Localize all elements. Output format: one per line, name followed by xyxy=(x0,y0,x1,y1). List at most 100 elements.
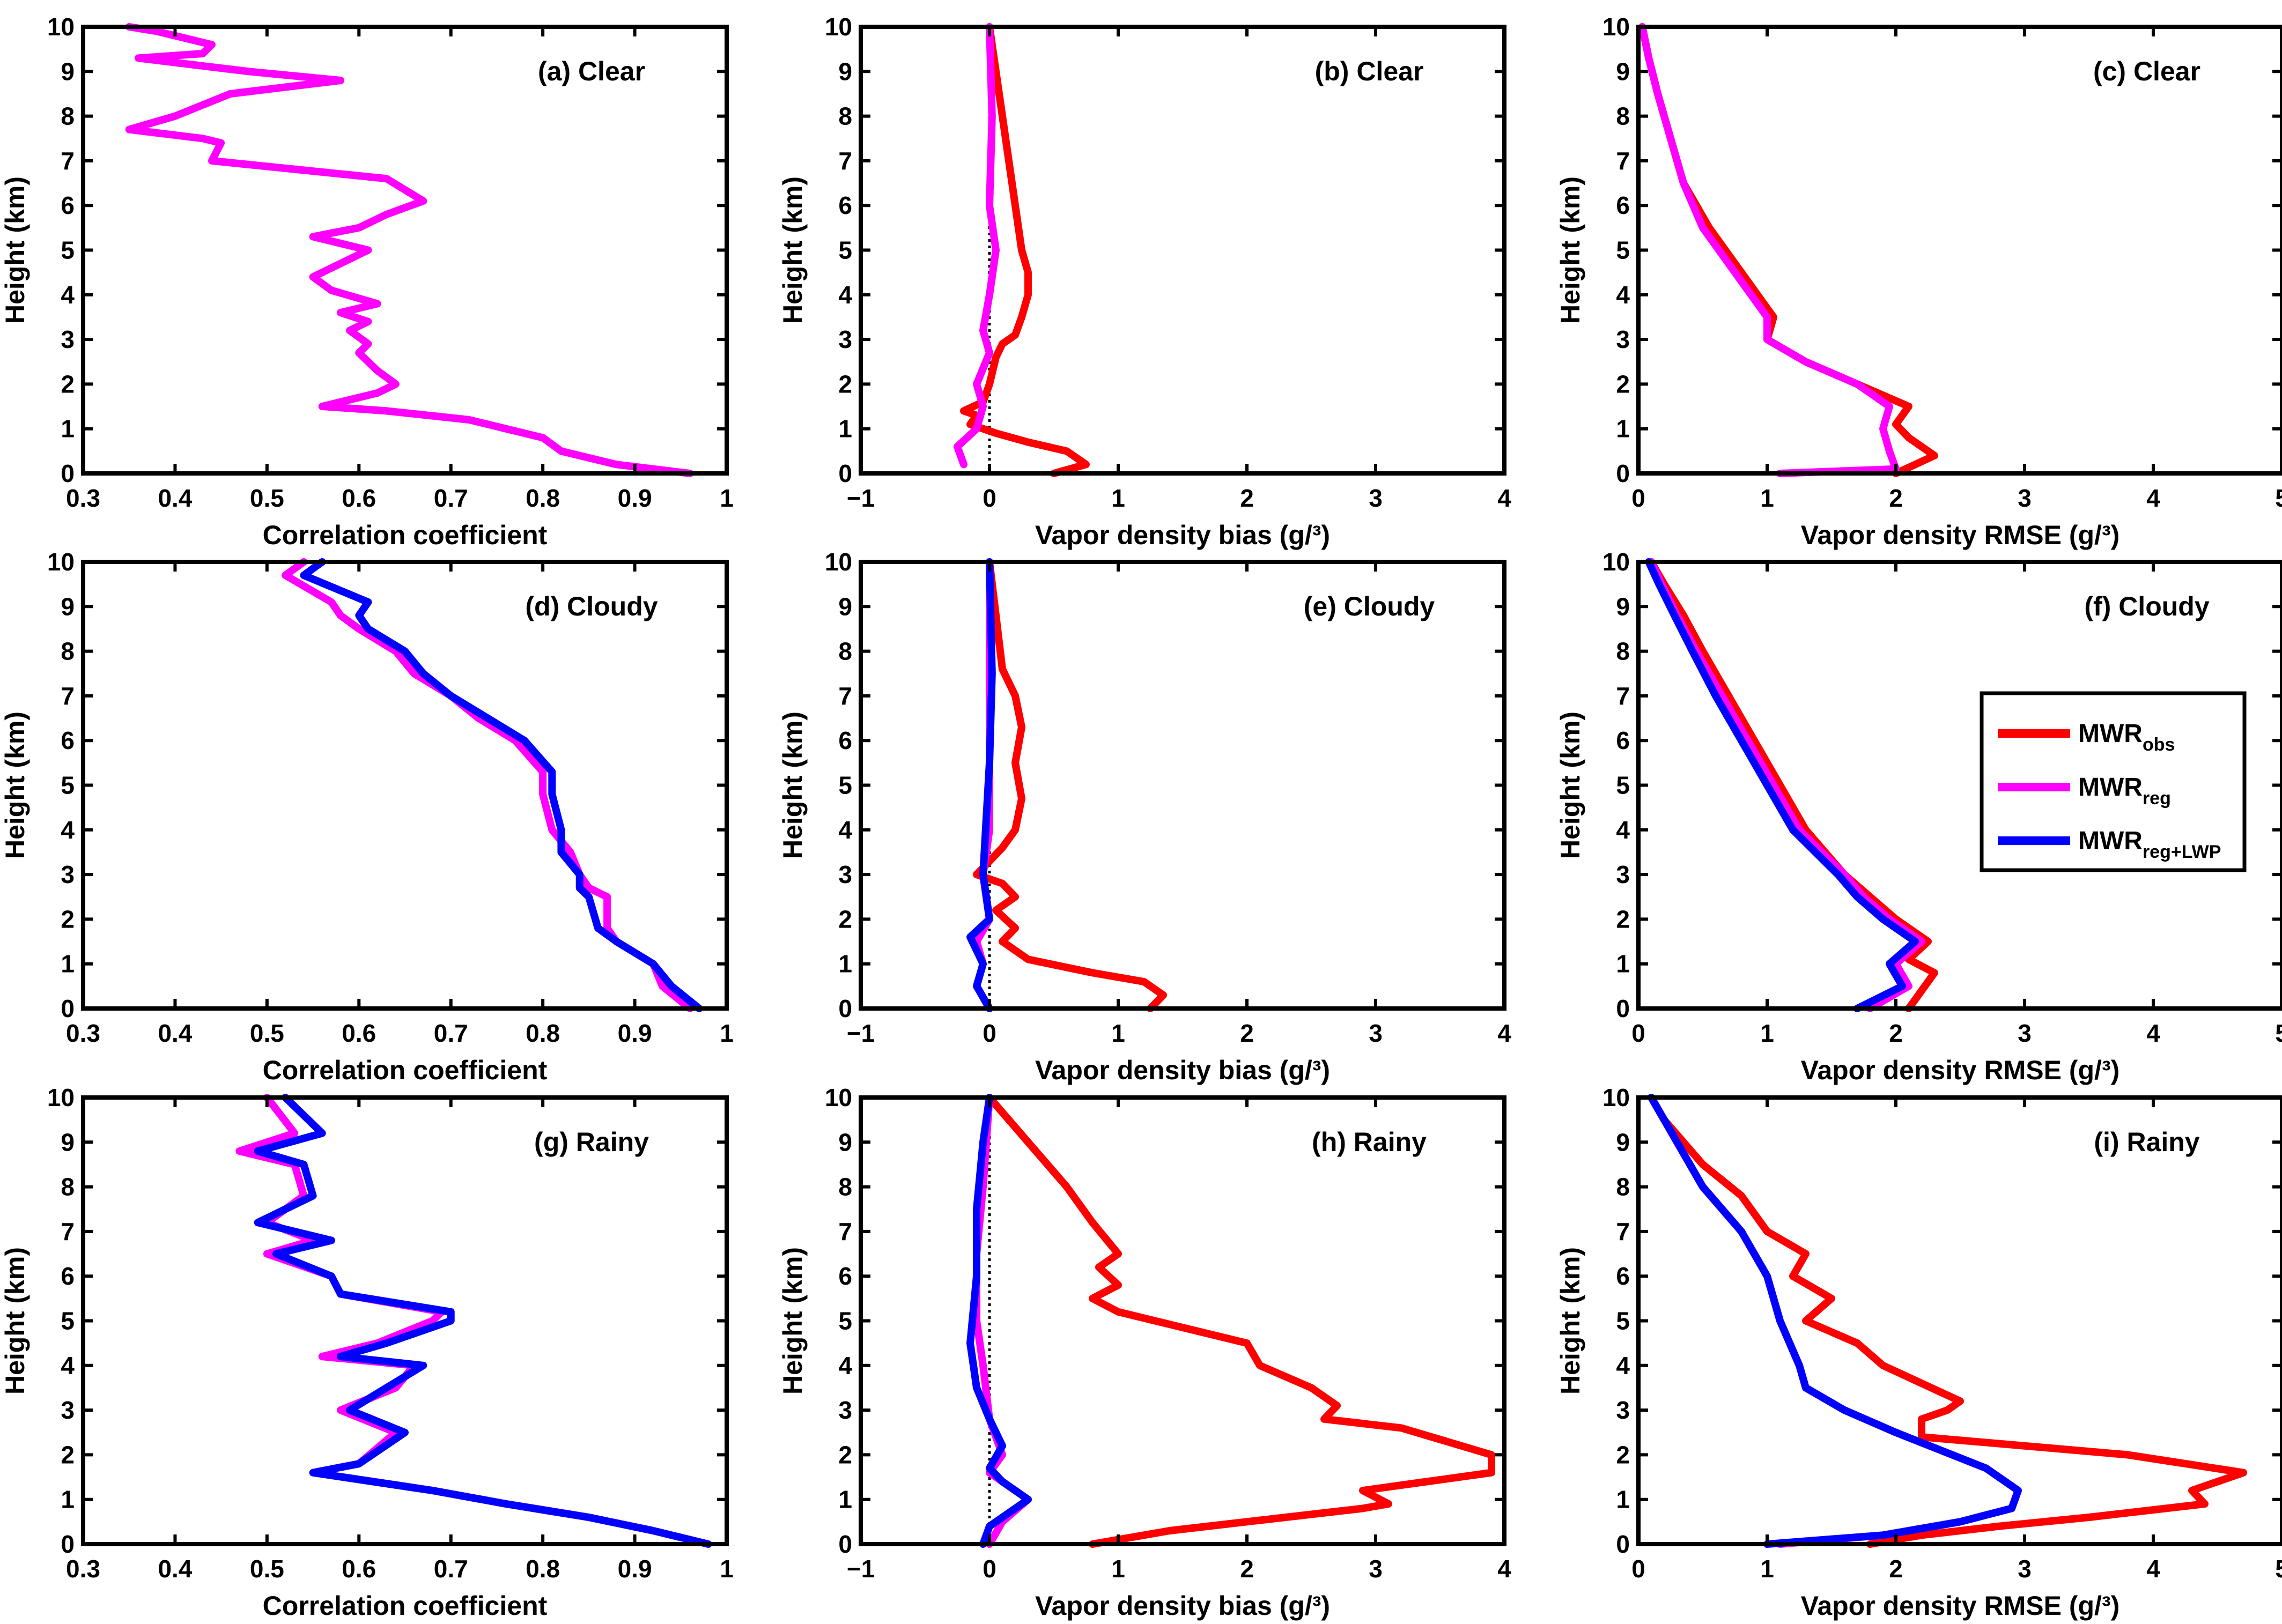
x-tick-label: 4 xyxy=(1497,1019,1511,1047)
axes-frame xyxy=(859,25,1506,476)
y-tick-label: 6 xyxy=(1616,1262,1630,1290)
y-tick-label: 2 xyxy=(61,905,75,933)
y-tick-label: 6 xyxy=(61,1262,75,1290)
y-tick-label: 0 xyxy=(1616,459,1630,487)
y-tick-label: 7 xyxy=(61,1218,75,1245)
x-tick-label: 0 xyxy=(1631,1019,1645,1047)
x-tick-label: 1 xyxy=(1760,484,1774,512)
y-tick-label: 8 xyxy=(61,637,75,665)
y-tick-label: 1 xyxy=(61,950,75,978)
y-tick-label: 4 xyxy=(61,816,75,844)
y-tick-label: 8 xyxy=(61,102,75,130)
y-tick-label: 9 xyxy=(1616,1128,1630,1156)
y-tick-label: 5 xyxy=(61,1307,75,1335)
y-tick-label: 9 xyxy=(1616,592,1630,620)
x-tick-label: 2 xyxy=(1889,1555,1903,1583)
y-tick-label: 6 xyxy=(838,191,852,219)
panel-title: (b) Clear xyxy=(1315,56,1424,86)
axes-frame xyxy=(81,560,729,1011)
y-tick-label: 0 xyxy=(61,995,75,1022)
y-tick-label: 6 xyxy=(838,726,852,754)
x-tick-label: 0.9 xyxy=(618,1019,652,1047)
y-tick-label: 10 xyxy=(47,548,75,576)
x-tick-label: 2 xyxy=(1889,484,1903,512)
series-line-MWR_reg+LWP xyxy=(966,1094,1032,1548)
x-axis-label: Correlation coefficient xyxy=(263,1055,548,1085)
y-tick-label: 10 xyxy=(825,1084,852,1111)
x-tick-label: 0.5 xyxy=(250,1555,284,1583)
y-tick-label: 1 xyxy=(838,415,852,443)
x-tick-label: 0.9 xyxy=(618,1555,652,1583)
panel-c: 0 1 2 3 4 5 0 1 2 3 4 5 6 7 8 9 10 (c) Clear Vapor density… xyxy=(1555,13,2282,550)
y-tick-label: 1 xyxy=(1616,415,1630,443)
y-tick-label: 7 xyxy=(1616,147,1630,175)
x-tick-label: 4 xyxy=(2146,484,2160,512)
axes-frame xyxy=(859,1095,1506,1546)
y-tick-label: 0 xyxy=(838,1530,852,1558)
series-line-MWR_reg+LWP xyxy=(254,1094,712,1548)
y-tick-label: 5 xyxy=(838,1307,852,1335)
y-tick-label: 10 xyxy=(1602,1084,1630,1111)
y-axis-label: Height (km) xyxy=(0,711,30,859)
y-tick-label: 1 xyxy=(1616,950,1630,978)
y-tick-label: 0 xyxy=(61,1530,75,1558)
y-tick-label: 5 xyxy=(838,772,852,799)
y-tick-label: 9 xyxy=(61,57,75,85)
x-tick-label: 0.3 xyxy=(66,1019,100,1047)
x-tick-label: 2 xyxy=(1889,1019,1903,1047)
panel-title: (h) Rainy xyxy=(1312,1127,1427,1157)
y-tick-label: 5 xyxy=(61,236,75,264)
y-tick-label: 10 xyxy=(1602,13,1630,41)
y-tick-label: 7 xyxy=(61,682,75,710)
series-line-MWR_obs xyxy=(1648,1094,2247,1548)
x-tick-label: 0.7 xyxy=(434,1019,468,1047)
y-tick-label: 7 xyxy=(838,147,852,175)
y-tick-label: 2 xyxy=(1616,905,1630,933)
x-tick-label: 4 xyxy=(2146,1555,2160,1583)
x-tick-label: 5 xyxy=(2275,1019,2282,1047)
panel-title: (c) Clear xyxy=(2093,56,2200,86)
x-axis-label: Vapor density RMSE (g/³) xyxy=(1801,1055,2120,1085)
x-tick-label: −1 xyxy=(847,1555,875,1583)
x-tick-label: 0.3 xyxy=(66,1555,100,1583)
y-tick-label: 9 xyxy=(61,1128,75,1156)
series-line-MWR_reg xyxy=(282,558,694,1012)
y-tick-label: 8 xyxy=(1616,102,1630,130)
axes-frame xyxy=(1636,25,2282,476)
legend-label-subscript: reg+LWP xyxy=(2143,842,2221,862)
y-tick-label: 9 xyxy=(1616,57,1630,85)
x-axis-label: Correlation coefficient xyxy=(263,1591,548,1621)
x-tick-label: 0.6 xyxy=(342,1555,376,1583)
y-tick-label: 8 xyxy=(838,102,852,130)
x-tick-label: 1 xyxy=(1111,1555,1125,1583)
x-tick-label: 5 xyxy=(2275,1555,2282,1583)
panel-title: (d) Cloudy xyxy=(525,591,658,621)
y-tick-label: 7 xyxy=(838,682,852,710)
series-line-MWR_reg+LWP xyxy=(966,558,996,1012)
panel-i: 0 1 2 3 4 5 0 1 2 3 4 5 6 7 8 9 10 (i) Rainy Vapor density… xyxy=(1555,1084,2282,1621)
legend-label-subscript: reg xyxy=(2143,788,2171,809)
y-tick-label: 3 xyxy=(1616,1396,1630,1424)
x-tick-label: 4 xyxy=(1497,1555,1511,1583)
x-tick-label: 3 xyxy=(2018,1555,2032,1583)
axes-frame xyxy=(81,1095,729,1546)
y-tick-label: 0 xyxy=(838,459,852,487)
axes-frame xyxy=(81,25,729,476)
x-tick-label: 0.8 xyxy=(526,1019,560,1047)
panel-f: 0 1 2 3 4 5 0 1 2 3 4 5 6 7 8 9 10 (f) Cloudy Vapor densit… xyxy=(1555,548,2282,1085)
x-tick-label: 0.8 xyxy=(526,1555,560,1583)
x-axis-label: Vapor density bias (g/³) xyxy=(1035,1055,1330,1085)
y-tick-label: 6 xyxy=(61,191,75,219)
y-axis-label: Height (km) xyxy=(778,176,808,324)
x-tick-label: 5 xyxy=(2275,484,2282,512)
x-tick-label: 1 xyxy=(1111,1019,1125,1047)
series-line-MWR_reg xyxy=(125,23,694,477)
y-tick-label: 8 xyxy=(1616,1173,1630,1201)
y-tick-label: 8 xyxy=(1616,637,1630,665)
y-tick-label: 3 xyxy=(838,861,852,888)
